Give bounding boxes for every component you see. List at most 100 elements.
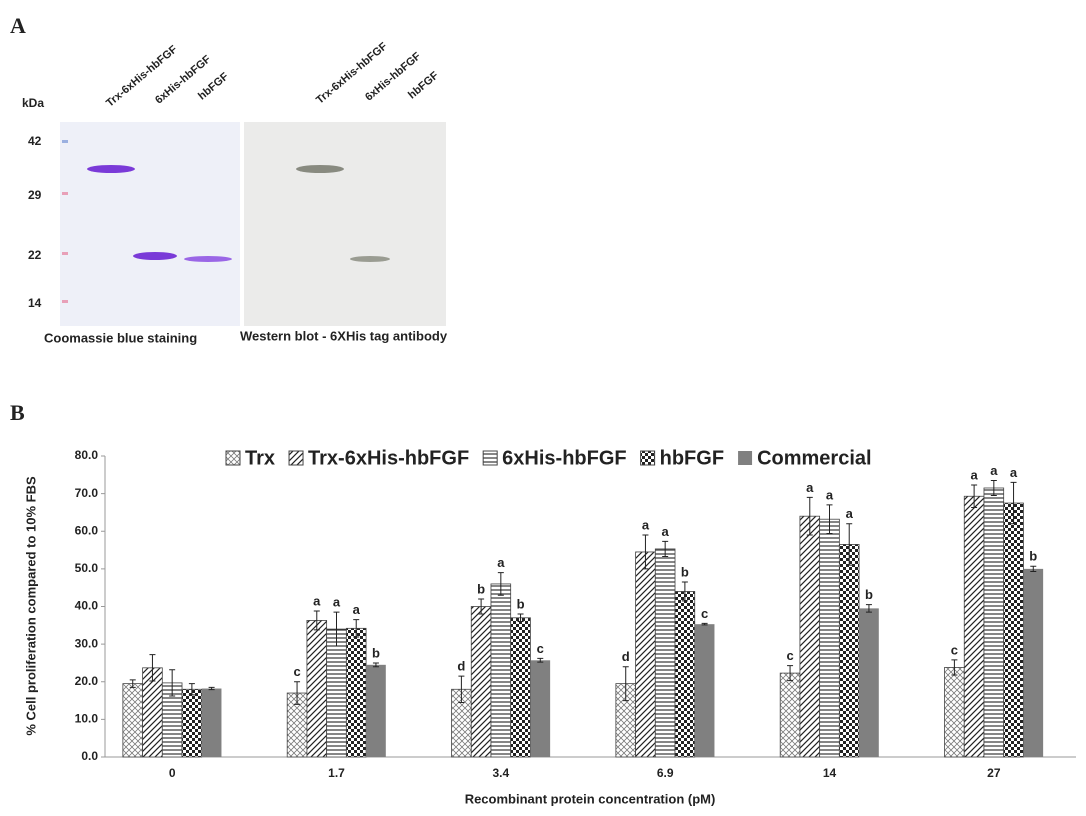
x-tick-label: 27 bbox=[987, 766, 1001, 780]
x-tick-label: 6.9 bbox=[657, 766, 674, 780]
ladder-band bbox=[62, 252, 68, 255]
bar bbox=[1004, 503, 1024, 757]
x-axis-title: Recombinant protein concentration (pM) bbox=[465, 791, 716, 806]
bar bbox=[471, 607, 491, 758]
marker-label: 29 bbox=[28, 188, 42, 202]
bar bbox=[346, 628, 366, 757]
significance-letter: c bbox=[951, 642, 958, 657]
legend-label: Trx-6xHis-hbFGF bbox=[308, 447, 469, 469]
x-tick-label: 0 bbox=[169, 766, 176, 780]
bar bbox=[780, 673, 800, 757]
legend-label: Trx bbox=[245, 447, 275, 469]
significance-letter: a bbox=[353, 602, 361, 617]
bar bbox=[182, 689, 202, 757]
lane-label: hbFGF bbox=[196, 70, 231, 102]
error-bar bbox=[209, 687, 215, 689]
marker-label: 42 bbox=[28, 134, 42, 148]
significance-letter: a bbox=[970, 467, 978, 482]
marker-label: 14 bbox=[28, 296, 42, 310]
legend-label: Commercial bbox=[757, 447, 872, 469]
significance-letter: a bbox=[642, 517, 650, 532]
bar bbox=[945, 667, 965, 757]
significance-letter: a bbox=[826, 487, 834, 502]
bar bbox=[695, 624, 715, 757]
gel-band bbox=[184, 256, 232, 262]
bar bbox=[675, 591, 695, 757]
panel-label: A bbox=[10, 13, 26, 38]
blot-band bbox=[350, 256, 390, 262]
gel-caption: Coomassie blue staining bbox=[44, 330, 197, 345]
legend-swatch bbox=[226, 451, 240, 465]
legend-label: hbFGF bbox=[660, 447, 724, 469]
x-tick-label: 1.7 bbox=[328, 766, 345, 780]
blot-band bbox=[296, 165, 344, 173]
y-tick-label: 10.0 bbox=[75, 712, 99, 726]
significance-letter: a bbox=[1010, 465, 1018, 480]
significance-letter: b bbox=[1029, 549, 1037, 564]
significance-letter: a bbox=[333, 595, 341, 610]
significance-letter: d bbox=[457, 659, 465, 674]
y-tick-label: 80.0 bbox=[75, 448, 99, 462]
western-blot bbox=[244, 122, 446, 326]
significance-letter: c bbox=[293, 664, 300, 679]
marker-label: 22 bbox=[28, 248, 42, 262]
panel-label: B bbox=[10, 400, 25, 425]
y-tick-label: 50.0 bbox=[75, 561, 99, 575]
bar bbox=[491, 584, 511, 757]
bar bbox=[859, 608, 879, 757]
bar bbox=[984, 488, 1004, 757]
significance-letter: a bbox=[313, 593, 321, 608]
significance-letter: b bbox=[865, 587, 873, 602]
ladder-band bbox=[62, 300, 68, 303]
x-tick-label: 14 bbox=[823, 766, 837, 780]
legend-swatch bbox=[289, 451, 303, 465]
bar bbox=[1023, 569, 1043, 757]
y-tick-label: 70.0 bbox=[75, 486, 99, 500]
significance-letter: d bbox=[622, 649, 630, 664]
significance-letter: b bbox=[477, 581, 485, 596]
bar bbox=[511, 618, 531, 757]
y-tick-label: 40.0 bbox=[75, 599, 99, 613]
figure: A kDa 42 29 22 14 Trx-6xHis-hbFGF 6xHis-… bbox=[0, 0, 1086, 811]
bar bbox=[800, 516, 820, 757]
bar bbox=[530, 660, 550, 757]
legend-swatch bbox=[483, 451, 497, 465]
legend-swatch bbox=[738, 451, 752, 465]
significance-letter: b bbox=[681, 564, 689, 579]
gel-images bbox=[60, 122, 446, 326]
ladder-band bbox=[62, 140, 68, 143]
bar bbox=[964, 496, 984, 757]
y-tick-label: 0.0 bbox=[81, 749, 98, 763]
bar bbox=[123, 684, 143, 757]
y-axis-title: % Cell proliferation compared to 10% FBS bbox=[23, 476, 38, 736]
bar bbox=[366, 665, 386, 757]
y-tick-label: 60.0 bbox=[75, 523, 99, 537]
significance-letter: a bbox=[497, 555, 505, 570]
plot-area: 0.0 10.0 20.0 30.0 40.0 50.0 60.0 70.0 80.0 0 1.7 c… bbox=[75, 447, 1076, 780]
significance-letter: b bbox=[517, 596, 525, 611]
coomassie-gel bbox=[60, 122, 240, 326]
x-tick-label: 3.4 bbox=[492, 766, 509, 780]
significance-letter: a bbox=[846, 506, 854, 521]
bar bbox=[202, 689, 222, 757]
lane-label: hbFGF bbox=[406, 69, 441, 101]
ladder-band bbox=[62, 192, 68, 195]
gel-band bbox=[133, 252, 177, 260]
legend-label: 6xHis-hbFGF bbox=[502, 447, 626, 469]
significance-letter: c bbox=[701, 606, 708, 621]
bar bbox=[327, 629, 347, 757]
significance-letter: a bbox=[662, 524, 670, 539]
significance-letter: b bbox=[372, 645, 380, 660]
bar bbox=[655, 549, 675, 757]
y-tick-label: 20.0 bbox=[75, 674, 99, 688]
legend-swatch bbox=[641, 451, 655, 465]
gel-caption: Western blot - 6XHis tag antibody bbox=[240, 328, 448, 343]
significance-letter: c bbox=[537, 641, 544, 656]
bar bbox=[820, 519, 840, 757]
significance-letter: a bbox=[990, 463, 998, 478]
significance-letter: a bbox=[806, 480, 814, 495]
significance-letter: c bbox=[786, 648, 793, 663]
y-tick-label: 30.0 bbox=[75, 636, 99, 650]
bar bbox=[839, 544, 859, 757]
bar bbox=[636, 552, 656, 757]
